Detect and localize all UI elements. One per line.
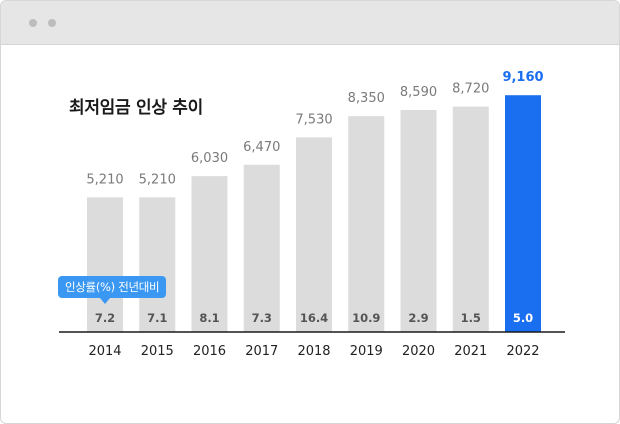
- increase-rate-label: 10.9: [352, 311, 380, 325]
- bar-value-label: 8,720: [452, 82, 489, 97]
- bar: [139, 197, 176, 332]
- window-dot-icon: [29, 19, 37, 27]
- bar: [296, 137, 332, 332]
- x-tick-label: 2018: [297, 344, 330, 359]
- bar: [400, 109, 437, 332]
- bar-value-label: 8,590: [400, 85, 437, 100]
- increase-rate-label: 8.1: [199, 311, 219, 325]
- increase-rate-label: 7.2: [95, 311, 115, 325]
- bar: [452, 106, 489, 332]
- x-tick-label: 2020: [402, 344, 435, 359]
- bar-value-label: 5,210: [139, 172, 176, 187]
- bar-value-label: 6,470: [243, 140, 280, 155]
- bar-value-label: 7,530: [295, 112, 332, 127]
- bar: [87, 197, 123, 332]
- bar-value-label: 5,210: [86, 172, 123, 187]
- x-tick-label: 2022: [506, 344, 539, 359]
- x-tick-label: 2014: [88, 344, 121, 359]
- x-tick-label: 2021: [454, 344, 487, 359]
- bar: [191, 176, 228, 332]
- x-tick-label: 2017: [245, 344, 278, 359]
- bar: [348, 116, 385, 332]
- window-dot-icon: [48, 19, 56, 27]
- window-titlebar: [1, 1, 619, 45]
- chart-title: 최저임금 인상 추이: [69, 98, 203, 118]
- bar: [505, 95, 541, 333]
- rate-label-tooltip: 인상률(%) 전년대비: [58, 276, 167, 304]
- increase-rate-label: 2.9: [408, 311, 428, 325]
- increase-rate-label: 7.1: [147, 311, 167, 325]
- x-tick-label: 2019: [350, 344, 383, 359]
- bar-value-label: 8,350: [348, 91, 385, 106]
- x-tick-label: 2016: [193, 344, 226, 359]
- bar-value-label: 6,030: [191, 151, 228, 166]
- increase-rate-label: 5.0: [513, 311, 533, 325]
- increase-rate-label: 7.3: [252, 311, 272, 325]
- bar-value-label: 9,160: [502, 70, 543, 85]
- x-tick-label: 2015: [141, 344, 174, 359]
- increase-rate-label: 1.5: [461, 311, 481, 325]
- increase-rate-label: 16.4: [300, 311, 328, 325]
- bar: [243, 164, 280, 332]
